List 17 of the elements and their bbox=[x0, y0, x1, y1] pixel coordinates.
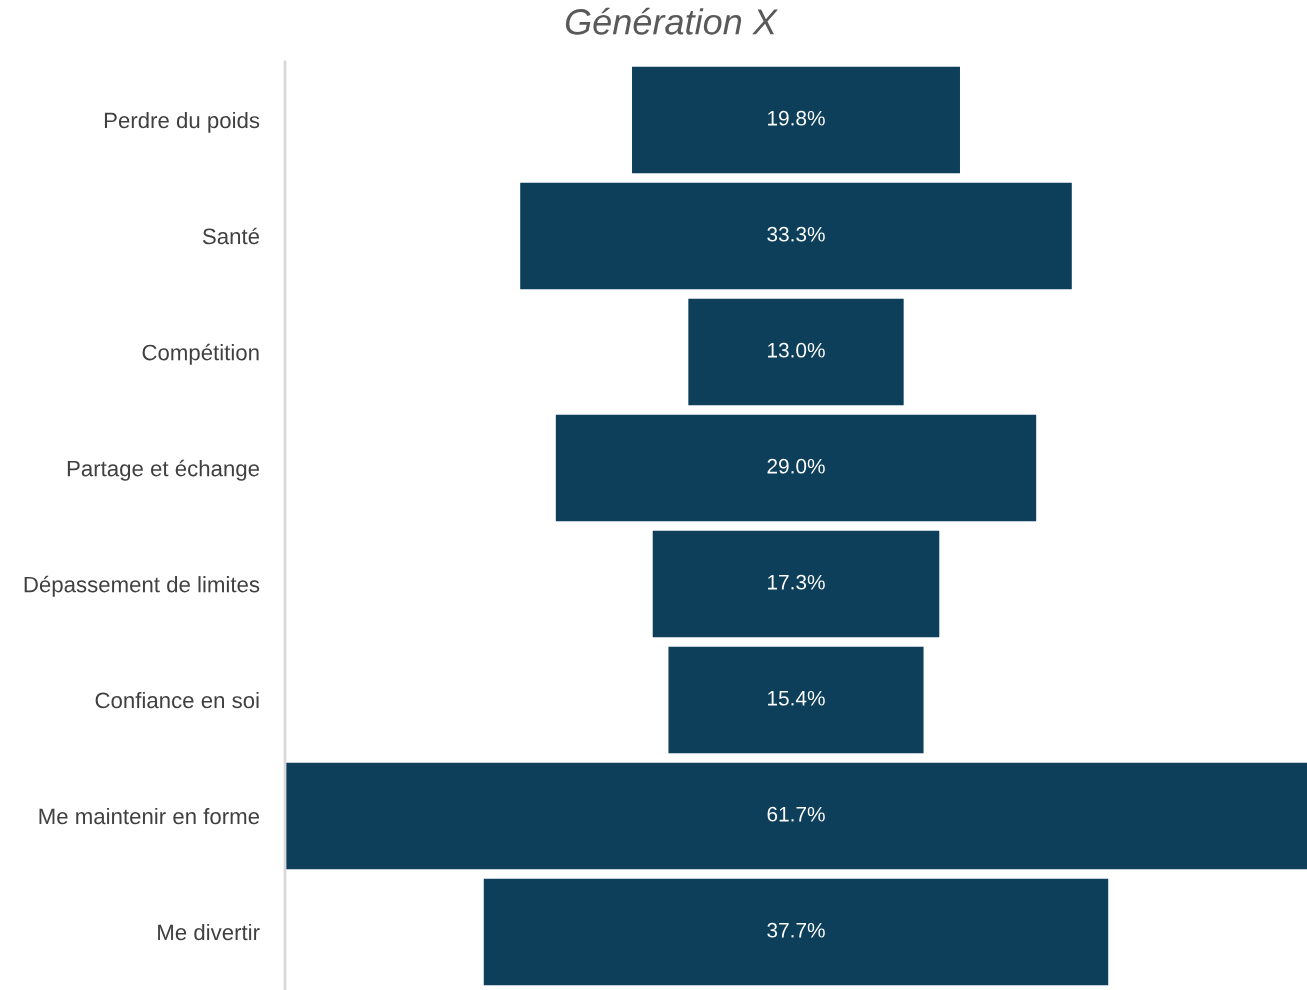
category-label: Me divertir bbox=[158, 923, 260, 941]
category-label: Confiance en soi bbox=[95, 691, 259, 709]
data-label: 19.8% bbox=[768, 110, 825, 126]
data-label: 13.0% bbox=[768, 342, 825, 358]
text: Génération X bbox=[565, 7, 779, 35]
category-label: Santé bbox=[202, 227, 260, 245]
category-label: Perdre du poids bbox=[104, 111, 260, 133]
data-label: 37.7% bbox=[767, 922, 825, 938]
data-label: 61.7% bbox=[767, 806, 825, 822]
data-label: 15.4% bbox=[768, 690, 825, 706]
data-label: 29.0% bbox=[767, 458, 825, 474]
category-label: Dépassement de limites bbox=[24, 575, 260, 597]
category-label: Me maintenir en forme bbox=[39, 807, 260, 825]
category-label: Partage et échange bbox=[67, 459, 260, 481]
data-label: 33.3% bbox=[767, 226, 825, 242]
data-label: 17.3% bbox=[768, 574, 825, 590]
category-label: Compétition bbox=[142, 343, 259, 365]
